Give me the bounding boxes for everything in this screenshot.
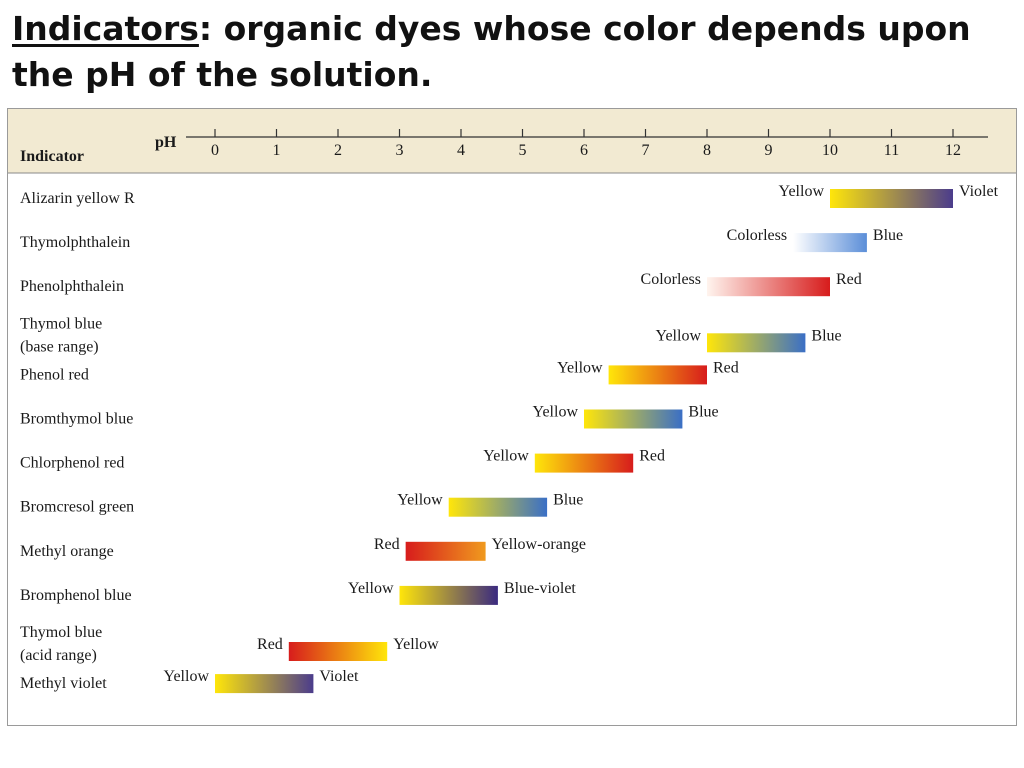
indicator-name: Bromthymol blue: [20, 411, 133, 428]
indicator-name: (base range): [20, 338, 99, 355]
high-ph-color-label: Violet: [959, 183, 999, 200]
indicator-name: Methyl violet: [20, 675, 107, 692]
high-ph-color-label: Yellow-orange: [492, 536, 586, 553]
low-ph-color-label: Yellow: [779, 183, 825, 200]
high-ph-color-label: Blue-violet: [504, 580, 577, 597]
high-ph-color-label: Violet: [319, 668, 359, 685]
ph-tick-label: 0: [211, 142, 219, 159]
transition-range-bar: [793, 233, 867, 253]
transition-range-bar: [584, 409, 683, 429]
low-ph-color-label: Red: [374, 536, 400, 553]
transition-range-bar: [399, 585, 498, 605]
indicator-name: Thymolphthalein: [20, 234, 130, 251]
ph-axis-label: pH: [155, 134, 177, 151]
indicator-name: Bromphenol blue: [20, 587, 132, 604]
indicator-header-label: Indicator: [20, 148, 84, 165]
low-ph-color-label: Red: [257, 636, 283, 653]
high-ph-color-label: Blue: [873, 227, 903, 244]
ph-tick-label: 12: [945, 142, 961, 159]
transition-range-bar: [534, 453, 634, 473]
ph-tick-label: 4: [457, 142, 465, 159]
indicator-name: Phenolphthalein: [20, 278, 124, 295]
transition-range-bar: [608, 365, 707, 385]
low-ph-color-label: Colorless: [727, 227, 787, 244]
indicator-name: Phenol red: [20, 366, 89, 383]
ph-tick-label: 8: [703, 142, 711, 159]
ph-tick-label: 3: [396, 142, 404, 159]
low-ph-color-label: Yellow: [533, 404, 579, 421]
high-ph-color-label: Red: [713, 359, 739, 376]
high-ph-color-label: Blue: [811, 327, 841, 344]
high-ph-color-label: Red: [639, 448, 665, 465]
high-ph-color-label: Blue: [553, 492, 583, 509]
indicator-name: Bromcresol green: [20, 499, 134, 516]
indicator-name: Thymol blue: [20, 315, 102, 332]
ph-tick-label: 2: [334, 142, 342, 159]
ph-tick-label: 5: [519, 142, 527, 159]
ph-tick-label: 7: [642, 142, 650, 159]
ph-tick-label: 9: [765, 142, 773, 159]
title-definition: : organic dyes whose color depends upon …: [12, 9, 971, 94]
high-ph-color-label: Red: [836, 271, 862, 288]
indicator-name: (acid range): [20, 647, 97, 664]
slide-title: Indicators: organic dyes whose color dep…: [12, 6, 1012, 98]
high-ph-color-label: Blue: [688, 404, 718, 421]
transition-range-bar: [288, 642, 388, 661]
low-ph-color-label: Yellow: [348, 580, 394, 597]
ph-tick-label: 10: [822, 142, 838, 159]
ph-tick-label: 1: [273, 142, 281, 159]
low-ph-color-label: Yellow: [164, 668, 210, 685]
high-ph-color-label: Yellow: [393, 636, 439, 653]
transition-range-bar: [707, 277, 830, 297]
indicator-name: Chlorphenol red: [20, 455, 124, 472]
indicator-name: Thymol blue: [20, 624, 102, 641]
indicator-chart: Indicator pH 0 1 2 3 4 5 6 7 8 9 10 11 12 Alizarin yell…: [7, 108, 1017, 726]
low-ph-color-label: Yellow: [483, 448, 529, 465]
transition-range-bar: [405, 541, 486, 561]
title-term: Indicators: [12, 9, 199, 48]
low-ph-color-label: Yellow: [397, 492, 443, 509]
low-ph-color-label: Yellow: [656, 327, 702, 344]
transition-range-bar: [448, 497, 548, 517]
indicator-name: Alizarin yellow R: [20, 190, 135, 207]
transition-range-bar: [707, 333, 806, 353]
ph-tick-label: 6: [580, 142, 588, 159]
low-ph-color-label: Colorless: [641, 271, 701, 288]
transition-range-bar: [215, 674, 314, 694]
low-ph-color-label: Yellow: [557, 359, 603, 376]
ph-tick-label: 11: [884, 142, 899, 159]
header-band: [8, 109, 1016, 173]
transition-range-bar: [830, 189, 953, 208]
indicator-name: Methyl orange: [20, 543, 114, 560]
